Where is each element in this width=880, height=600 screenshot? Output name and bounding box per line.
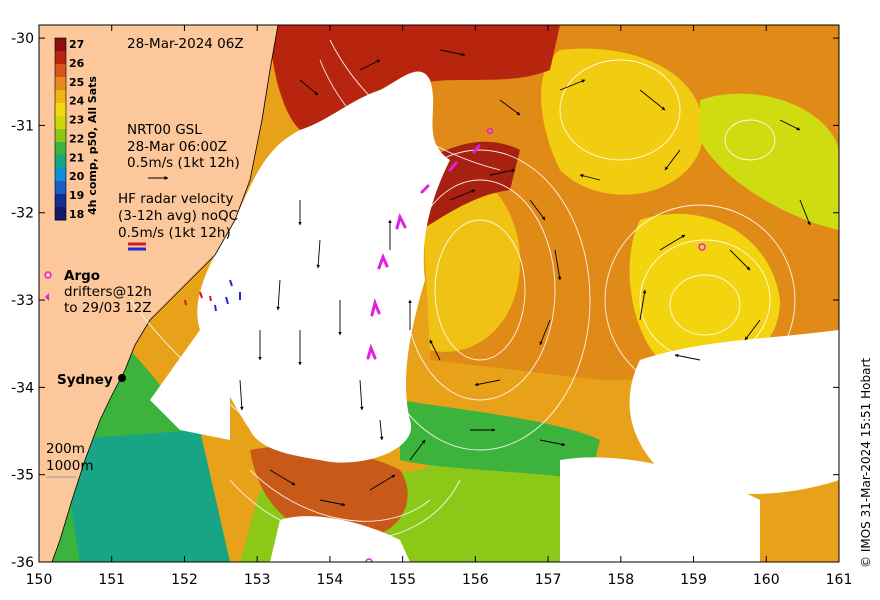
y-tick-label: -30: [11, 31, 34, 47]
drifter-tracks: [366, 144, 481, 360]
x-tick-label: 154: [317, 572, 344, 588]
colorbar-tick-label: 26: [69, 57, 85, 70]
depth-1000m-label: 1000m: [46, 458, 94, 474]
colorbar: 27 26 25 24 23 22 21 20 19 18: [54, 37, 85, 221]
drifters-line-1: drifters@12h: [64, 284, 152, 300]
no-data-cloud-se: [560, 457, 760, 562]
sydney-marker: [118, 374, 126, 382]
colorbar-swatch: [55, 116, 66, 130]
colorbar-frame: [54, 37, 67, 221]
colorbar-tick-label: 21: [69, 151, 84, 164]
plot-area: [39, 25, 839, 562]
y-axis: -30 -31 -32 -33 -34 -35 -36: [11, 31, 839, 571]
x-tick-label: 152: [171, 572, 198, 588]
sst-teal-sw: [60, 430, 230, 562]
sst-green-band: [400, 400, 600, 480]
hf-radar-vectors: [214, 279, 241, 312]
x-tick-label: 160: [753, 572, 780, 588]
no-data-coastal: [150, 330, 230, 440]
colorbar-swatch: [55, 38, 66, 52]
argo-legend-icon: [44, 271, 52, 279]
velocity-arrows: [239, 49, 811, 507]
nrt-scale: 0.5m/s (1kt 12h): [127, 155, 240, 171]
drifter-legend-icon: [45, 293, 49, 301]
colorbar-tick-label: 25: [69, 76, 84, 89]
colorbar-title: 4h comp, p50, All Sats: [86, 76, 99, 215]
colorbar-swatch: [55, 103, 66, 117]
x-axis: 150 151 152 153 154 155 156 157 158 159 160 161: [26, 25, 853, 588]
sst-green-ne: [700, 93, 839, 230]
credit-label: © IMOS 31-Mar-2024 15:51 Hobart: [859, 358, 873, 568]
x-tick-label: 150: [26, 572, 53, 588]
hf-scale: 0.5m/s (1kt 12h): [118, 225, 231, 241]
y-tick-label: -34: [11, 380, 34, 396]
no-data-cloud-east: [629, 330, 839, 494]
y-tick-label: -36: [11, 555, 34, 571]
depth-200m-label: 200m: [46, 441, 85, 457]
sst-warm-ring-south: [250, 446, 408, 540]
x-tick-label: 159: [680, 572, 707, 588]
y-tick-label: -33: [11, 293, 34, 309]
x-tick-label: 158: [607, 572, 634, 588]
colorbar-swatch: [55, 77, 66, 91]
colorbar-tick-label: 20: [69, 170, 85, 183]
nrt-time: 28-Mar 06:00Z: [127, 139, 227, 155]
colorbar-swatch: [55, 168, 66, 182]
sydney-label: Sydney: [57, 372, 113, 388]
colorbar-swatch: [55, 64, 66, 78]
colorbar-swatch: [55, 142, 66, 156]
colorbar-swatch: [55, 181, 66, 195]
no-data-cloud-main: [197, 71, 450, 463]
hf-title: HF radar velocity: [118, 191, 233, 207]
argo-floats: [365, 127, 706, 562]
x-tick-label: 157: [535, 572, 562, 588]
hf-sub: (3-12h avg) noQC: [118, 208, 238, 224]
y-tick-label: -31: [11, 118, 34, 134]
colorbar-tick-label: 22: [69, 132, 84, 145]
x-tick-label: 155: [389, 572, 416, 588]
y-tick-label: -32: [11, 206, 34, 222]
plot-frame: [38, 24, 840, 563]
colorbar-tick-label: 19: [69, 189, 84, 202]
x-tick-label: 151: [98, 572, 125, 588]
timestamp-label: 28-Mar-2024 06Z: [127, 36, 244, 52]
nrt-title: NRT00 GSL: [127, 122, 202, 138]
colorbar-swatch: [55, 90, 66, 104]
streamlines: [129, 39, 796, 541]
australia-land: [39, 25, 279, 562]
colorbar-swatch: [55, 207, 66, 221]
colorbar-tick-label: 24: [69, 95, 85, 108]
colorbar-swatch: [55, 155, 66, 169]
sst-eddy-core-east: [629, 213, 780, 368]
drifters-line-2: to 29/03 12Z: [64, 300, 151, 316]
colorbar-tick-label: 27: [69, 38, 84, 51]
colorbar-tick-label: 23: [69, 114, 84, 127]
hf-radar-vectors-red: [184, 291, 212, 306]
x-tick-label: 153: [244, 572, 271, 588]
colorbar-tick-label: 18: [69, 208, 84, 221]
x-tick-label: 156: [462, 572, 489, 588]
argo-label: Argo: [64, 268, 100, 284]
colorbar-swatch: [55, 194, 66, 208]
sst-yellow-north: [541, 48, 704, 195]
colorbar-swatch: [55, 129, 66, 143]
y-tick-label: -35: [11, 468, 34, 484]
x-tick-label: 161: [826, 572, 853, 588]
colorbar-swatch: [55, 51, 66, 65]
